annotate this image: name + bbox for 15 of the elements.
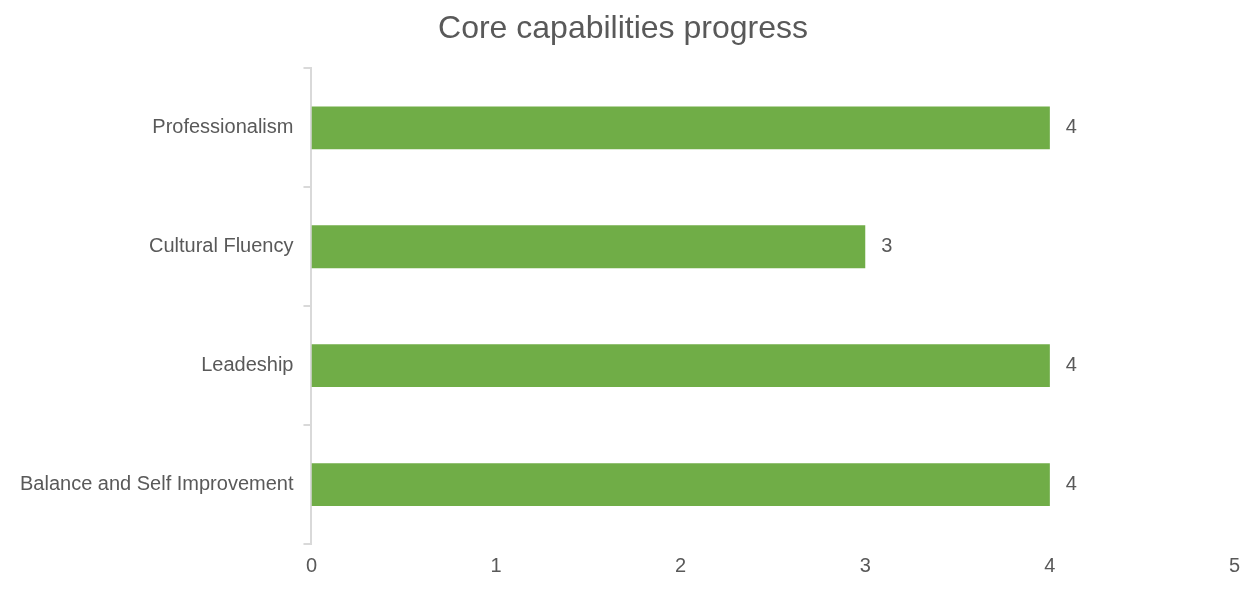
x-tick-label: 3 [859,553,871,576]
chart-title: Core capabilities progress [438,9,808,46]
y-tick-label: Cultural Fluency [148,234,294,257]
data-label: 4 [1065,115,1077,138]
x-tick-label: 4 [1044,553,1056,576]
data-label: 4 [1065,472,1077,495]
y-tick-label: Leadeship [201,353,294,376]
x-tick-label: 0 [305,553,318,576]
data-label: 4 [1065,353,1077,376]
x-tick-label: 1 [490,553,502,576]
y-tick-label: Professionalism [152,115,294,138]
x-tick-label: 5 [1228,553,1240,576]
x-tick-label: 2 [675,553,687,576]
y-tick-label: Balance and Self Improvement [19,472,294,495]
data-label: 3 [881,234,893,257]
